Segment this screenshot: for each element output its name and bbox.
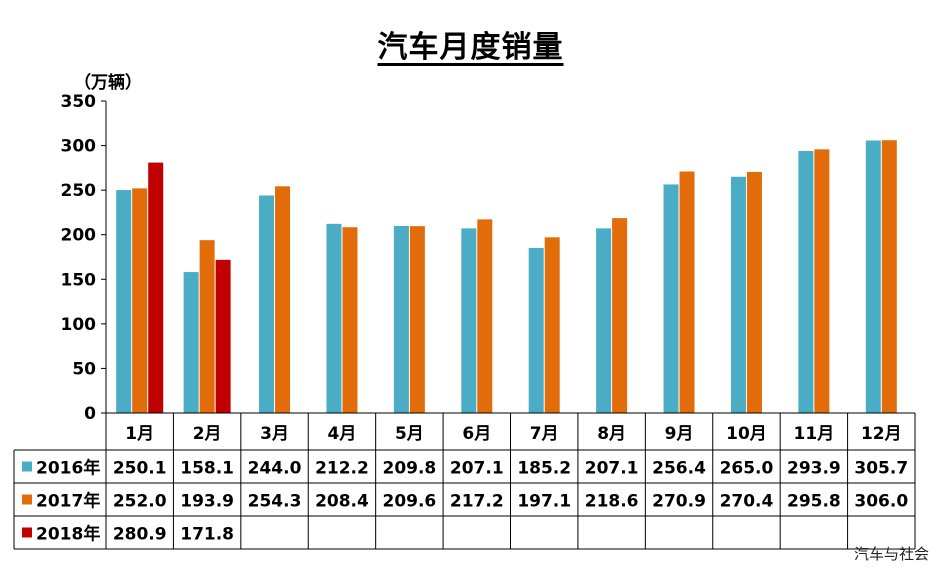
data-label: 305.7 (854, 459, 908, 479)
category-label: 6月 (462, 424, 491, 444)
category-label: 1月 (125, 424, 154, 444)
data-label: 171.8 (180, 525, 234, 545)
category-label: 9月 (665, 424, 694, 444)
bar-2017年-7月 (544, 237, 560, 413)
bar-2016年-6月 (461, 228, 477, 413)
y-tick-label: 250 (61, 181, 97, 201)
category-label: 4月 (328, 424, 357, 444)
bar-2016年-2月 (183, 272, 199, 413)
data-label: 208.4 (315, 492, 369, 512)
bar-2016年-11月 (798, 151, 814, 413)
category-label: 11月 (794, 424, 835, 444)
category-label: 2月 (193, 424, 222, 444)
bar-2017年-6月 (477, 219, 493, 413)
data-label: 197.1 (517, 492, 571, 512)
y-tick-label: 150 (61, 270, 97, 290)
data-table: 1月 2月 3月 4月 5月 6月 7月 8月 9月 10月 11月 12月 2016年 250.1 158… (13, 412, 916, 550)
bar-2017年-4月 (342, 227, 358, 413)
data-label: 256.4 (652, 459, 706, 479)
data-label: 306.0 (854, 492, 908, 512)
category-label: 7月 (530, 424, 559, 444)
y-tick-label: 0 (84, 404, 96, 424)
category-label: 8月 (597, 424, 626, 444)
data-label: 209.6 (382, 492, 436, 512)
data-label: 252.0 (113, 492, 167, 512)
data-label: 207.1 (585, 459, 639, 479)
y-tick-label: 350 (61, 92, 97, 112)
y-tick-label: 100 (61, 315, 97, 335)
data-label: 270.9 (652, 492, 706, 512)
data-label: 217.2 (450, 492, 504, 512)
bar-2017年-11月 (814, 149, 830, 413)
data-label: 280.9 (113, 525, 167, 545)
y-tick-label: 300 (61, 137, 97, 157)
bar-2018年-1月 (148, 162, 164, 413)
bar-2017年-5月 (409, 226, 425, 413)
bar-2016年-5月 (393, 225, 409, 413)
bar-2017年-9月 (679, 171, 695, 413)
data-label: 250.1 (113, 459, 167, 479)
legend-label: 2017年 (36, 491, 100, 512)
data-label: 185.2 (517, 459, 571, 479)
bar-2017年-12月 (881, 140, 897, 414)
bar-2016年-3月 (259, 195, 275, 413)
data-label: 209.8 (382, 459, 436, 479)
legend-key-2016年 (22, 461, 32, 472)
bar-2016年-7月 (528, 247, 544, 413)
data-label: 158.1 (180, 459, 234, 479)
y-tick-label: 200 (61, 226, 97, 246)
y-tick-label: 50 (72, 359, 96, 379)
bar-2016年-1月 (116, 190, 132, 413)
data-label: 244.0 (248, 459, 302, 479)
bar-2017年-1月 (132, 188, 148, 413)
category-label: 10月 (726, 424, 767, 444)
bar-2016年-4月 (326, 223, 342, 413)
category-label: 3月 (260, 424, 289, 444)
bar-2016年-9月 (663, 184, 679, 413)
bar-2017年-10月 (746, 171, 762, 413)
legend-label: 2018年 (36, 524, 100, 545)
data-label: 293.9 (787, 459, 841, 479)
data-label: 295.8 (787, 492, 841, 512)
bar-2018年-2月 (215, 259, 231, 413)
bar-2017年-8月 (612, 218, 628, 413)
chart-title: 汽车月度销量 (377, 30, 564, 65)
bar-2016年-12月 (865, 140, 881, 413)
legend-key-2018年 (22, 527, 32, 538)
bar-2017年-3月 (275, 186, 291, 413)
legend-label: 2016年 (36, 458, 100, 479)
data-label: 265.0 (720, 459, 774, 479)
watermark-text: 汽车与社会 (853, 545, 929, 563)
data-label: 207.1 (450, 459, 504, 479)
y-axis-unit-label: （万辆） (74, 73, 142, 93)
data-label: 193.9 (180, 492, 234, 512)
data-label: 254.3 (248, 492, 302, 512)
category-label: 5月 (395, 424, 424, 444)
bar-2017年-2月 (199, 240, 215, 413)
legend-key-2017年 (22, 494, 32, 505)
bars-layer (116, 140, 897, 414)
data-label: 212.2 (315, 459, 369, 479)
data-label: 270.4 (720, 492, 774, 512)
bar-2016年-8月 (596, 228, 612, 413)
category-label: 12月 (861, 424, 902, 444)
bar-2016年-10月 (730, 176, 746, 413)
data-label: 218.6 (585, 492, 639, 512)
axis-layer: 0 50 100 150 200 250 300 350 (61, 92, 107, 424)
